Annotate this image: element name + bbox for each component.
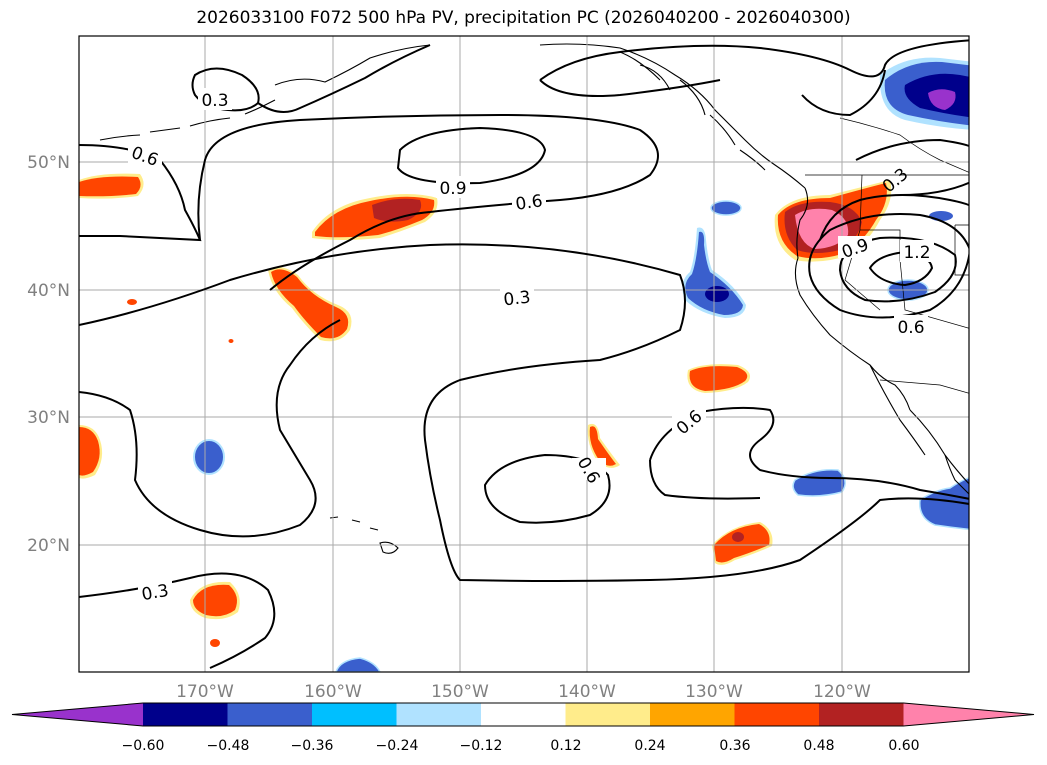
- contour-low-outer: [855, 138, 969, 196]
- contour-low-core-2: [838, 236, 957, 303]
- precip-neg-small-2: [929, 211, 953, 221]
- lat-label-20n: 20°N: [27, 536, 70, 556]
- contour-label: 0.6: [514, 191, 544, 215]
- precip-neg-27n: [193, 439, 225, 475]
- contour-0.3-north-loop: [191, 67, 260, 112]
- colorbar-segment: [143, 703, 228, 726]
- colorbar-segment: [312, 703, 397, 726]
- colorbar-tick-label: 0.60: [888, 738, 919, 754]
- lon-label-120w: 120°W: [813, 682, 871, 702]
- contour-0.6-north: [197, 113, 659, 291]
- lon-label-130w: 130°W: [685, 682, 743, 702]
- contour-label: 0.3: [201, 91, 228, 111]
- contour-labels: 0.3 0.6 0.9 0.6 0.3 0.6 0.6 0.3 0.9 1.2 …: [128, 88, 934, 605]
- contour-label: 0.6: [897, 318, 924, 338]
- coast-hawaii: [329, 516, 399, 554]
- contour-label: 0.3: [140, 581, 170, 605]
- lon-label-150w: 150°W: [431, 682, 489, 702]
- contour-0.9-north: [396, 126, 547, 185]
- contour-label: 0.9: [439, 179, 466, 199]
- coast-west-us: [794, 187, 911, 411]
- contour-0.3-sw: [79, 319, 341, 538]
- contour-0.6-inner-south: [483, 453, 611, 524]
- contour-low-nw: [539, 39, 969, 81]
- lon-label-140w: 140°W: [558, 682, 616, 702]
- colorbar-tick-label: −0.12: [460, 738, 503, 754]
- coast-alaska-bc: [274, 43, 806, 189]
- colorbar-segment: [227, 703, 312, 726]
- lat-labels: 50°N 40°N 30°N 20°N: [27, 153, 70, 556]
- lat-label-40n: 40°N: [27, 281, 70, 301]
- lon-label-170w: 170°W: [176, 682, 234, 702]
- colorbar-segment: [734, 703, 819, 726]
- colorbar: −0.60 −0.48 −0.36 −0.24 −0.12 0.12 0.24 …: [11, 702, 1035, 754]
- contour-low-core-3: [868, 250, 934, 287]
- lon-label-160w: 160°W: [304, 682, 362, 702]
- colorbar-segment: [565, 703, 650, 726]
- colorbar-tick-label: 0.24: [634, 738, 665, 754]
- map-background: [79, 36, 969, 672]
- colorbar-tick-label: 0.48: [803, 738, 834, 754]
- contour-low-1: [801, 69, 886, 117]
- colorbar-outline: [11, 702, 1035, 727]
- lat-label-50n: 50°N: [27, 153, 70, 173]
- precip-dot-1: [127, 299, 137, 305]
- colorbar-segment: [481, 703, 566, 726]
- colorbar-ticks: −0.60 −0.48 −0.36 −0.24 −0.12 0.12 0.24 …: [122, 738, 920, 754]
- contour-0.3-top: [257, 44, 721, 113]
- colorbar-segments: [11, 702, 1035, 727]
- pv-contours: [79, 39, 969, 669]
- coastlines: [99, 43, 969, 554]
- colorbar-segment: [396, 703, 481, 726]
- precip-dot-2: [228, 339, 234, 343]
- colorbar-tick-label: −0.36: [291, 738, 334, 754]
- colorbar-segment: [650, 703, 735, 726]
- coast-aleutians: [99, 99, 276, 141]
- contour-label: 1.2: [903, 243, 930, 263]
- precip-neg-small-1: [710, 200, 742, 216]
- colorbar-segment: [12, 703, 143, 726]
- colorbar-tick-label: 0.36: [719, 738, 750, 754]
- precip-fills: [79, 57, 969, 672]
- colorbar-segment: [819, 703, 904, 726]
- map-content: 0.3 0.6 0.9 0.6 0.3 0.6 0.6 0.3 0.9 1.2 …: [79, 36, 969, 672]
- coast-mexico: [944, 454, 969, 495]
- map-frame: [78, 35, 970, 673]
- precip-neg-bottom: [335, 657, 381, 672]
- colorbar-segment: [903, 703, 1034, 726]
- lat-label-30n: 30°N: [27, 408, 70, 428]
- colorbar-tick-label: −0.48: [207, 738, 250, 754]
- lon-labels: 170°W 160°W 150°W 140°W 130°W 120°W: [176, 682, 871, 702]
- colorbar-tick-label: 0.12: [550, 738, 581, 754]
- precip-neg-southeast: [919, 476, 969, 531]
- map-title: 2026033100 F072 500 hPa PV, precipitatio…: [196, 8, 851, 28]
- contour-label: 0.3: [503, 288, 532, 311]
- contour-low-core-1: [808, 213, 969, 319]
- colorbar-tick-label: −0.24: [376, 738, 419, 754]
- contour-0.3-main: [79, 243, 969, 582]
- colorbar-tick-label: −0.60: [122, 738, 165, 754]
